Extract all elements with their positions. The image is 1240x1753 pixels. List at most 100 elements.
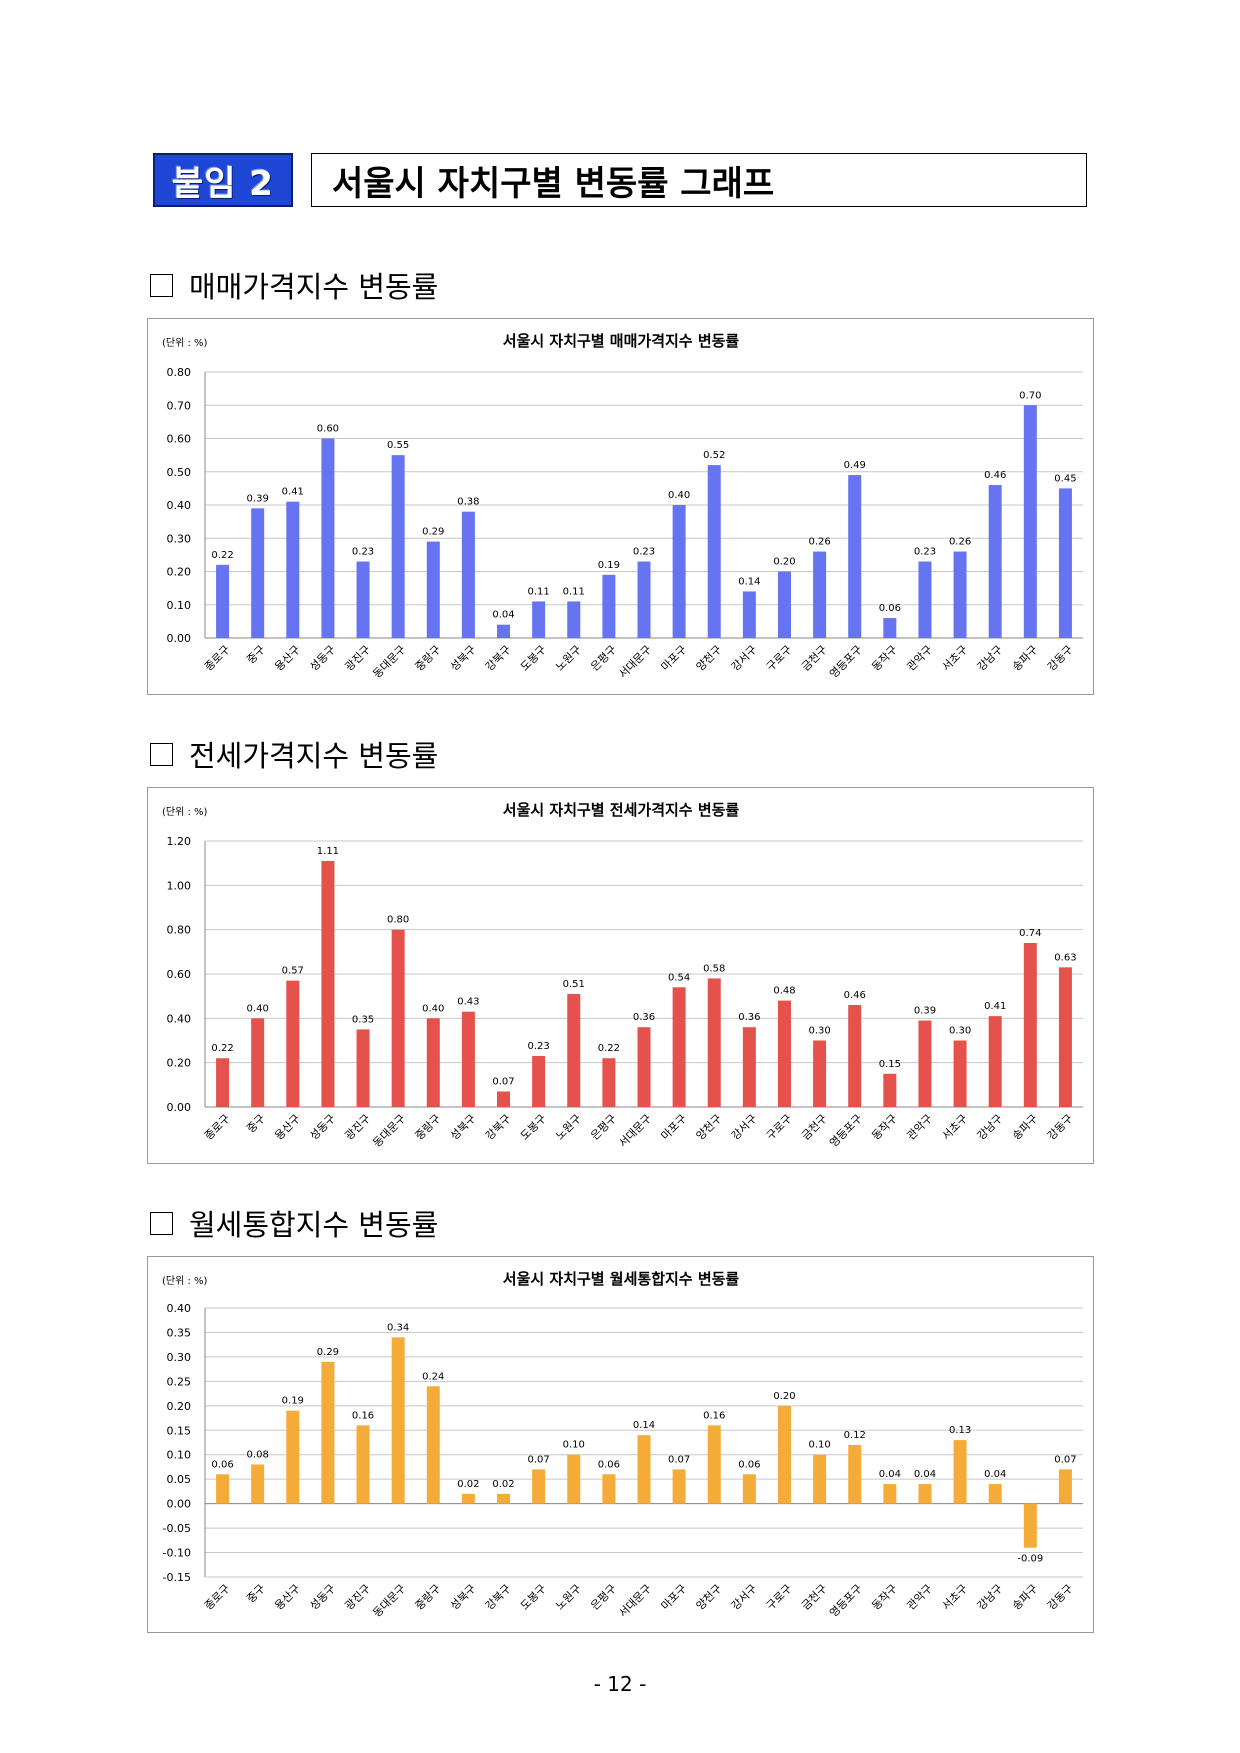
data-label: 0.11 bbox=[563, 586, 585, 597]
data-label: 0.74 bbox=[1019, 928, 1041, 939]
data-label: 0.30 bbox=[808, 1026, 830, 1037]
data-label: 0.11 bbox=[528, 586, 550, 597]
bar bbox=[848, 1444, 862, 1504]
x-tick-label: 영등포구 bbox=[827, 1582, 865, 1620]
y-tick-label: 0.05 bbox=[167, 1473, 192, 1486]
data-label: 0.58 bbox=[703, 963, 725, 974]
data-label: 0.04 bbox=[879, 1469, 901, 1480]
data-label: 0.16 bbox=[703, 1410, 725, 1421]
checkbox-icon bbox=[150, 742, 173, 766]
x-tick-label: 관악구 bbox=[904, 1112, 935, 1143]
data-label: 0.02 bbox=[457, 1479, 479, 1490]
data-label: 0.20 bbox=[773, 557, 795, 568]
x-tick-label: 강서구 bbox=[729, 1582, 760, 1613]
bar bbox=[391, 1337, 405, 1504]
data-label: 0.23 bbox=[528, 1041, 550, 1052]
x-tick-label: 도봉구 bbox=[518, 643, 549, 674]
x-tick-label: 서초구 bbox=[940, 1112, 971, 1143]
y-tick-label: 0.30 bbox=[167, 1351, 192, 1364]
x-tick-label: 종로구 bbox=[202, 1112, 233, 1143]
data-label: 0.08 bbox=[247, 1450, 269, 1461]
section-title-text: 월세통합지수 변동률 bbox=[189, 1208, 439, 1242]
y-tick-label: 0.80 bbox=[167, 924, 192, 937]
x-tick-label: 성동구 bbox=[307, 1582, 338, 1613]
data-label: 0.04 bbox=[984, 1469, 1006, 1480]
x-tick-label: 강북구 bbox=[483, 643, 514, 674]
bar bbox=[321, 438, 335, 638]
y-tick-label: 0.20 bbox=[167, 1400, 192, 1413]
bar bbox=[813, 551, 827, 638]
x-tick-label: 강남구 bbox=[975, 643, 1006, 674]
bar bbox=[497, 624, 511, 638]
x-tick-label: 구로구 bbox=[764, 1582, 795, 1613]
bar bbox=[567, 1454, 581, 1504]
x-tick-label: 동작구 bbox=[869, 1112, 900, 1143]
data-label: 0.45 bbox=[1054, 473, 1076, 484]
bar bbox=[602, 574, 616, 638]
x-tick-label: 영등포구 bbox=[827, 643, 865, 681]
x-tick-label: 은평구 bbox=[588, 643, 619, 674]
x-tick-label: 동대문구 bbox=[370, 1582, 408, 1620]
bar bbox=[321, 1361, 335, 1504]
y-tick-label: 0.20 bbox=[167, 1057, 192, 1070]
bar bbox=[707, 1425, 721, 1504]
y-tick-label: 0.40 bbox=[167, 1302, 192, 1315]
data-label: 0.46 bbox=[984, 470, 1006, 481]
bar bbox=[426, 541, 440, 638]
data-label: 0.13 bbox=[949, 1425, 971, 1436]
data-label: 0.22 bbox=[211, 1043, 233, 1054]
x-tick-label: 동대문구 bbox=[370, 643, 408, 681]
chart-title: 서울시 자치구별 월세통합지수 변동률 bbox=[503, 1270, 740, 1288]
x-tick-label: 동작구 bbox=[869, 1582, 900, 1613]
bar bbox=[883, 618, 897, 638]
section-title-text: 매매가격지수 변동률 bbox=[189, 270, 439, 304]
y-tick-label: 0.00 bbox=[167, 1498, 192, 1511]
x-tick-label: 노원구 bbox=[553, 643, 584, 674]
data-label: 0.63 bbox=[1054, 952, 1076, 963]
x-tick-label: 성북구 bbox=[448, 643, 479, 674]
y-tick-label: -0.05 bbox=[163, 1522, 191, 1535]
unit-label: (단위 : %) bbox=[162, 805, 208, 818]
bar bbox=[637, 1027, 651, 1107]
bar bbox=[391, 455, 405, 638]
data-label: 0.19 bbox=[282, 1396, 304, 1407]
bar bbox=[672, 505, 686, 638]
bar bbox=[988, 1484, 1002, 1504]
x-tick-label: 서대문구 bbox=[616, 1112, 654, 1150]
x-tick-label: 마포구 bbox=[659, 1582, 690, 1613]
bar bbox=[637, 561, 651, 638]
x-tick-label: 금천구 bbox=[798, 1581, 829, 1612]
x-tick-label: 광진구 bbox=[342, 1112, 373, 1143]
x-tick-label: 은평구 bbox=[588, 1582, 619, 1613]
y-tick-label: 0.15 bbox=[167, 1424, 192, 1437]
bar bbox=[777, 571, 791, 638]
y-tick-label: -0.10 bbox=[163, 1547, 191, 1560]
y-tick-label: 0.10 bbox=[167, 599, 192, 612]
y-tick-label: 0.80 bbox=[167, 366, 192, 379]
x-tick-label: 성동구 bbox=[307, 643, 338, 674]
bar bbox=[848, 1005, 862, 1107]
bar bbox=[953, 1440, 967, 1504]
bar bbox=[286, 980, 300, 1107]
attachment-badge: 붙임 2 bbox=[153, 153, 293, 207]
data-label: 0.12 bbox=[844, 1430, 866, 1441]
x-tick-label: 양천구 bbox=[693, 1111, 724, 1142]
chart-frame-jeonse: (단위 : %) 서울시 자치구별 전세가격지수 변동률 0.00 0.20 0.40 0… bbox=[147, 787, 1094, 1164]
data-label: 0.19 bbox=[598, 560, 620, 571]
y-tick-label: 0.00 bbox=[167, 632, 192, 645]
x-tick-label: 서초구 bbox=[940, 643, 971, 674]
bar bbox=[251, 1464, 265, 1504]
bar bbox=[497, 1493, 511, 1504]
x-tick-label: 성동구 bbox=[307, 1112, 338, 1143]
data-label: 0.55 bbox=[387, 440, 409, 451]
chart-sale-price-index: (단위 : %) 서울시 자치구별 매매가격지수 변동률 0.00 0.10 0.20 0… bbox=[162, 332, 1083, 681]
x-tick-label: 강남구 bbox=[975, 1112, 1006, 1143]
x-tick-label: 노원구 bbox=[553, 1112, 584, 1143]
data-label: 0.54 bbox=[668, 972, 690, 983]
bar bbox=[216, 564, 230, 638]
x-tick-label: 성북구 bbox=[448, 1112, 479, 1143]
x-tick-label: 양천구 bbox=[693, 642, 724, 673]
y-tick-label: 0.60 bbox=[167, 968, 192, 981]
x-tick-label: 중구 bbox=[244, 1112, 268, 1136]
x-tick-label: 서대문구 bbox=[616, 643, 654, 681]
